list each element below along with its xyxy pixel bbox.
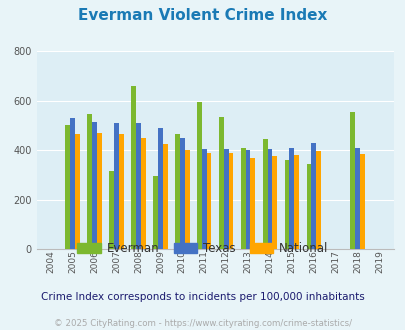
Bar [354, 148, 359, 249]
Bar [250, 158, 255, 249]
Bar [206, 152, 211, 249]
Bar [162, 144, 167, 249]
Bar [228, 152, 233, 249]
Bar [262, 139, 267, 249]
Bar [284, 160, 289, 249]
Bar [158, 128, 162, 249]
Legend: Everman, Texas, National: Everman, Texas, National [72, 237, 333, 260]
Bar [179, 138, 184, 249]
Bar [119, 134, 124, 249]
Bar [311, 143, 315, 249]
Text: Crime Index corresponds to incidents per 100,000 inhabitants: Crime Index corresponds to incidents per… [41, 292, 364, 302]
Bar [131, 86, 136, 249]
Bar [109, 171, 114, 249]
Bar [136, 123, 141, 249]
Bar [350, 112, 354, 249]
Bar [218, 117, 223, 249]
Bar [289, 148, 294, 249]
Bar [153, 176, 158, 249]
Bar [240, 148, 245, 249]
Bar [70, 118, 75, 249]
Bar [196, 102, 201, 249]
Text: Everman Violent Crime Index: Everman Violent Crime Index [78, 8, 327, 23]
Bar [175, 134, 179, 249]
Bar [87, 114, 92, 249]
Bar [267, 149, 272, 249]
Bar [201, 149, 206, 249]
Text: © 2025 CityRating.com - https://www.cityrating.com/crime-statistics/: © 2025 CityRating.com - https://www.city… [54, 319, 351, 328]
Bar [315, 151, 320, 249]
Bar [114, 123, 119, 249]
Bar [272, 156, 277, 249]
Bar [223, 149, 228, 249]
Bar [184, 150, 189, 249]
Bar [245, 150, 250, 249]
Bar [294, 155, 298, 249]
Bar [141, 138, 145, 249]
Bar [65, 125, 70, 249]
Bar [306, 164, 311, 249]
Bar [97, 133, 102, 249]
Bar [75, 134, 80, 249]
Bar [92, 122, 97, 249]
Bar [359, 154, 364, 249]
